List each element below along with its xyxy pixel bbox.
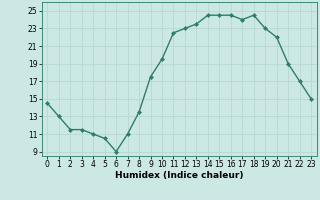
X-axis label: Humidex (Indice chaleur): Humidex (Indice chaleur) xyxy=(115,171,244,180)
